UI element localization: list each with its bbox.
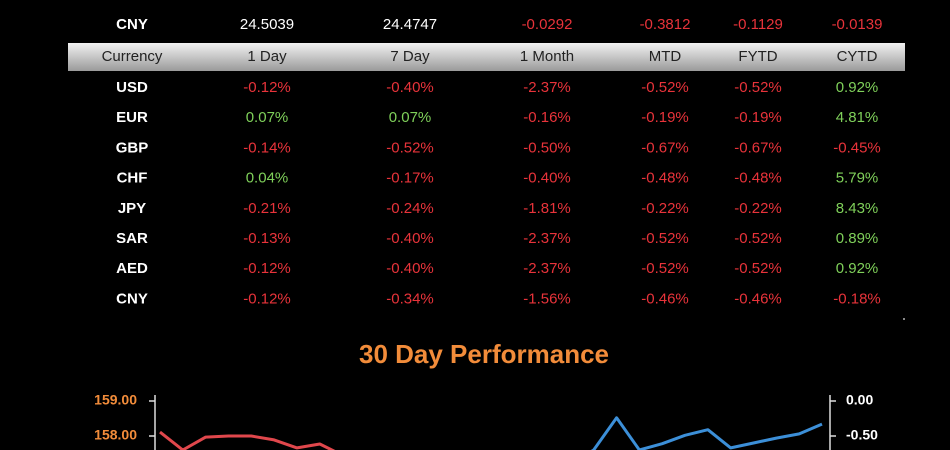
column-header: Currency [102, 48, 163, 65]
y2-tick-label: 0.00 [846, 392, 873, 408]
value-cell: -0.40% [386, 79, 434, 96]
value-cell: -0.22% [641, 200, 689, 217]
column-header: MTD [649, 48, 682, 65]
value-cell: 24.5039 [240, 16, 294, 33]
value-cell: -0.14% [243, 139, 291, 156]
column-header: 7 Day [390, 48, 430, 65]
value-cell: -2.37% [523, 230, 571, 247]
value-cell: -0.67% [734, 139, 782, 156]
value-cell: -0.52% [734, 260, 782, 277]
value-cell: -0.3812 [640, 16, 691, 33]
value-cell: -0.40% [386, 230, 434, 247]
value-cell: -0.45% [833, 139, 881, 156]
currency-cell: USD [116, 79, 148, 96]
value-cell: -0.52% [641, 230, 689, 247]
value-cell: -2.37% [523, 79, 571, 96]
value-cell: 24.4747 [383, 16, 437, 33]
value-cell: 0.89% [836, 230, 879, 247]
corner-mark [903, 318, 905, 320]
value-cell: -0.0292 [522, 16, 573, 33]
value-cell: -0.19% [734, 109, 782, 126]
value-cell: -0.52% [734, 79, 782, 96]
value-cell: -0.52% [641, 260, 689, 277]
value-cell: -0.13% [243, 230, 291, 247]
value-cell: -0.1129 [733, 16, 783, 33]
column-header: CYTD [837, 48, 878, 65]
value-cell: -0.48% [641, 170, 689, 187]
value-cell: -1.56% [523, 290, 571, 307]
value-cell: -0.24% [386, 200, 434, 217]
currency-cell: GBP [116, 139, 149, 156]
y-tick-label: 159.00 [94, 392, 137, 408]
value-cell: -2.37% [523, 260, 571, 277]
value-cell: 4.81% [836, 109, 879, 126]
value-cell: -0.17% [386, 170, 434, 187]
value-cell: 0.92% [836, 260, 879, 277]
value-cell: -0.67% [641, 139, 689, 156]
value-cell: 0.07% [246, 109, 289, 126]
value-cell: -0.18% [833, 290, 881, 307]
value-cell: -0.16% [523, 109, 571, 126]
value-cell: -0.46% [641, 290, 689, 307]
value-cell: -0.22% [734, 200, 782, 217]
value-cell: -0.21% [243, 200, 291, 217]
value-cell: 8.43% [836, 200, 879, 217]
value-cell: -0.12% [243, 260, 291, 277]
line-series [590, 416, 823, 450]
value-cell: -0.52% [734, 230, 782, 247]
value-cell: -0.50% [523, 139, 571, 156]
value-cell: 0.04% [246, 170, 289, 187]
value-cell: -0.46% [734, 290, 782, 307]
value-cell: -0.52% [386, 139, 434, 156]
line-series [159, 430, 336, 450]
column-header: 1 Day [247, 48, 287, 65]
currency-cell: JPY [118, 200, 146, 217]
currency-cell: CNY [116, 16, 148, 33]
value-cell: 0.92% [836, 79, 879, 96]
column-header: FYTD [738, 48, 777, 65]
y-tick-label: 158.00 [94, 427, 137, 443]
currency-cell: SAR [116, 230, 148, 247]
value-cell: -0.48% [734, 170, 782, 187]
currency-cell: EUR [116, 109, 148, 126]
value-cell: -0.0139 [832, 16, 883, 33]
value-cell: -0.34% [386, 290, 434, 307]
value-cell: -0.12% [243, 290, 291, 307]
header-bar [68, 43, 905, 71]
column-header: 1 Month [520, 48, 574, 65]
value-cell: -1.81% [523, 200, 571, 217]
value-cell: 0.07% [389, 109, 432, 126]
value-cell: -0.40% [386, 260, 434, 277]
currency-cell: CHF [117, 170, 148, 187]
currency-cell: AED [116, 260, 148, 277]
currency-cell: CNY [116, 290, 148, 307]
value-cell: -0.52% [641, 79, 689, 96]
value-cell: -0.40% [523, 170, 571, 187]
value-cell: -0.12% [243, 79, 291, 96]
value-cell: -0.19% [641, 109, 689, 126]
y2-tick-label: -0.50 [846, 427, 878, 443]
chart-title: 30 Day Performance [359, 339, 609, 369]
value-cell: 5.79% [836, 170, 879, 187]
